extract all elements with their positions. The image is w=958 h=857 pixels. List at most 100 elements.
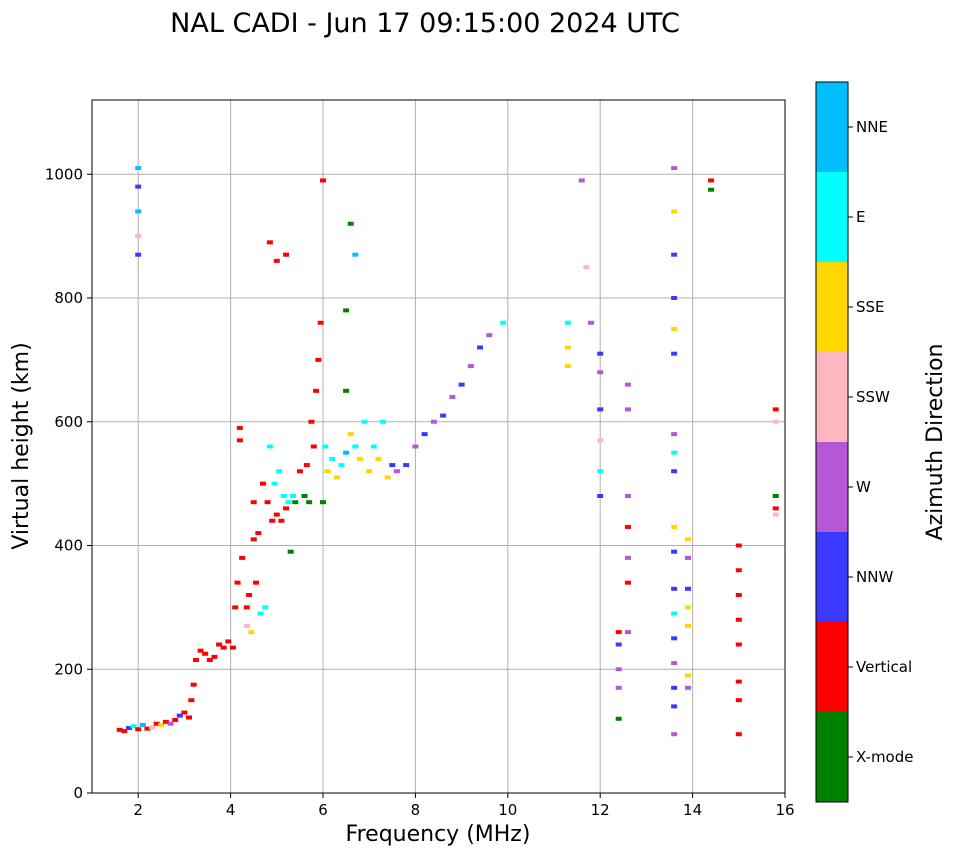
data-point xyxy=(449,395,456,399)
data-point xyxy=(149,725,156,730)
data-point xyxy=(671,549,678,554)
data-point xyxy=(403,463,410,468)
data-point xyxy=(216,642,223,647)
data-point xyxy=(735,617,742,622)
data-point xyxy=(139,722,146,727)
data-point xyxy=(220,645,227,650)
data-point xyxy=(477,345,484,350)
data-point xyxy=(186,715,193,720)
y-tick-label: 400 xyxy=(54,537,83,555)
data-point xyxy=(343,388,350,393)
data-point xyxy=(708,178,715,183)
data-point xyxy=(615,642,622,647)
data-point xyxy=(296,469,303,474)
data-point xyxy=(615,685,622,690)
data-point xyxy=(306,500,313,505)
data-point xyxy=(236,438,243,443)
data-point xyxy=(671,209,678,214)
data-point xyxy=(287,549,294,554)
data-point xyxy=(587,320,594,325)
data-point xyxy=(356,456,363,461)
data-point xyxy=(162,719,169,724)
data-point xyxy=(393,469,400,474)
x-tick-label: 2 xyxy=(133,801,143,819)
data-point xyxy=(125,726,132,731)
data-point xyxy=(671,732,678,737)
colorbar-tick-label: NNW xyxy=(856,568,893,586)
data-point xyxy=(624,580,631,585)
data-point xyxy=(232,605,239,610)
data-point xyxy=(671,296,678,300)
y-tick-label: 0 xyxy=(73,784,83,802)
data-point xyxy=(250,500,257,505)
colorbar-tick-label: SSW xyxy=(856,388,890,406)
data-point xyxy=(135,166,142,171)
data-point xyxy=(671,586,678,591)
data-point xyxy=(440,413,447,418)
data-point xyxy=(735,732,742,737)
data-point xyxy=(255,531,262,536)
data-point xyxy=(486,333,493,338)
data-point xyxy=(671,685,678,690)
data-point xyxy=(671,252,678,257)
data-point xyxy=(615,630,622,635)
x-tick-label: 10 xyxy=(498,801,517,819)
data-point xyxy=(352,444,359,449)
data-point xyxy=(236,425,243,430)
data-point xyxy=(167,721,174,726)
data-point xyxy=(121,729,128,734)
y-tick-label: 800 xyxy=(54,289,83,307)
colorbar-tick-label: SSE xyxy=(856,298,885,316)
data-point xyxy=(283,252,290,257)
data-point xyxy=(671,704,678,709)
data-point xyxy=(583,265,590,270)
data-point xyxy=(320,178,326,183)
data-point xyxy=(421,432,428,437)
data-point xyxy=(243,605,250,610)
data-point xyxy=(735,543,742,548)
data-point xyxy=(315,357,322,362)
data-point xyxy=(283,506,290,511)
x-tick-label: 14 xyxy=(683,801,702,819)
data-point xyxy=(324,469,331,474)
data-point xyxy=(310,444,317,449)
data-point xyxy=(671,351,678,356)
colorbar-tick-label: NNE xyxy=(856,118,888,136)
data-point xyxy=(671,432,678,437)
x-tick-label: 4 xyxy=(226,801,236,819)
data-point xyxy=(684,685,691,690)
data-point xyxy=(303,463,310,468)
data-point xyxy=(320,500,326,505)
colorbar-segment xyxy=(816,352,848,442)
data-point xyxy=(158,722,165,727)
colorbar-segment xyxy=(816,172,848,262)
data-point xyxy=(467,364,474,369)
data-point xyxy=(615,667,622,672)
data-point xyxy=(280,494,287,498)
x-tick-label: 8 xyxy=(411,801,421,819)
data-point xyxy=(772,512,779,517)
data-point xyxy=(361,419,368,424)
data-point xyxy=(684,673,691,678)
data-point xyxy=(206,657,213,662)
colorbar-segment xyxy=(816,622,848,712)
data-point xyxy=(597,370,604,375)
data-point xyxy=(343,308,350,313)
y-axis-label: Virtual height (km) xyxy=(9,342,34,549)
data-point xyxy=(130,724,137,729)
colorbar-segment xyxy=(816,262,848,352)
data-point xyxy=(135,234,142,239)
data-point xyxy=(735,642,742,647)
data-point xyxy=(430,419,437,424)
data-point xyxy=(347,221,354,226)
colorbar-label: Azimuth Direction xyxy=(923,343,948,540)
data-point xyxy=(246,593,253,597)
data-point xyxy=(144,726,151,731)
data-point xyxy=(564,364,571,369)
data-point xyxy=(735,593,742,597)
data-point xyxy=(181,710,188,715)
x-tick-label: 12 xyxy=(591,801,610,819)
data-point xyxy=(366,469,373,474)
data-point xyxy=(624,630,631,635)
data-point xyxy=(375,456,382,461)
